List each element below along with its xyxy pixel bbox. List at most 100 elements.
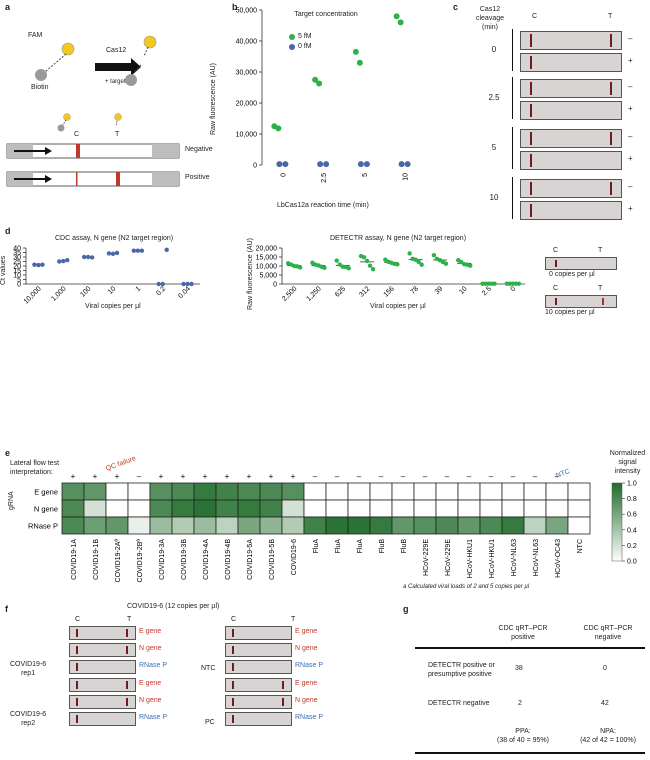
heatmap-col-label: COVID19-3B [181, 539, 188, 580]
lf-sign: – [137, 472, 142, 481]
d1-ytick-label: 0 [17, 282, 21, 289]
control-line [530, 204, 532, 217]
plus-sign: + [628, 204, 633, 213]
d2-point-625 [346, 266, 351, 271]
control-line [76, 681, 78, 689]
plus-sign: + [628, 104, 633, 113]
heatmap-cell [523, 482, 547, 501]
heatmap-cell [259, 499, 283, 518]
d1-point-1 [139, 248, 145, 253]
d2-point-2,500 [297, 265, 303, 270]
control-line [530, 82, 532, 95]
d1-point-1,000 [65, 257, 70, 263]
g-npa: NPA: (42 of 42 = 100%) [580, 728, 636, 744]
panel-label-c: c [453, 2, 459, 12]
control-line [530, 34, 532, 47]
d1-ytick-label: 10 [13, 273, 21, 280]
lf-sign: + [181, 472, 186, 481]
d2-xtick-label: 39 [434, 285, 445, 296]
heatmap-cell [545, 499, 569, 518]
legend-title: Normalized signal intensity [609, 450, 646, 475]
heatmap-row-label: N gene [34, 505, 58, 514]
heatmap-row-label: E gene [34, 488, 58, 497]
lf-sign: + [269, 472, 274, 481]
d1-point-100 [81, 254, 87, 260]
gene-label: RNase P [139, 662, 168, 669]
d2-point-10 [468, 263, 473, 268]
heatmap-cell [347, 482, 371, 501]
f-c-right: C [231, 616, 237, 623]
detectr-title: DETECTR assay, N gene (N2 target region) [330, 235, 467, 242]
test-line [610, 34, 612, 47]
lf-sign: – [423, 472, 428, 481]
heatmap-cell [171, 499, 195, 518]
minus-sign: – [628, 34, 633, 43]
d1-point-0.2 [160, 281, 165, 287]
d1-ytick-label: 20 [13, 264, 21, 271]
d2-ytick-label: 5,000 [259, 273, 277, 280]
b-xtick-label: 2.5 [321, 173, 328, 183]
lf-strip [69, 643, 136, 657]
control-line [232, 715, 234, 723]
heatmap-cell [303, 482, 327, 501]
lf-sign: + [247, 472, 252, 481]
d1-ytick-label: 5 [17, 277, 21, 284]
control-line [530, 154, 532, 167]
heatmap-cell [325, 516, 349, 535]
b-xtick-label: 5 [362, 173, 369, 177]
heatmap-cell [127, 482, 151, 501]
lf-sign: + [225, 472, 230, 481]
e-footnote: a Calculated viral loads of 2 and 5 copi… [403, 584, 530, 590]
b-point-5fM-0 [275, 125, 282, 132]
control-line [232, 629, 234, 637]
heatmap-cell [479, 482, 503, 501]
lf-sign: + [115, 472, 120, 481]
heatmap-cell [237, 499, 261, 518]
f-c-left: C [75, 616, 81, 623]
heatmap-cell [369, 499, 393, 518]
d-strip2-t: T [598, 285, 603, 292]
d2-point-78 [407, 251, 412, 256]
panel-label-d: d [5, 226, 11, 236]
lf-strip [225, 626, 292, 640]
test-line [126, 681, 128, 689]
heatmap-cell [149, 499, 173, 518]
lf-sign: – [511, 472, 516, 481]
heatmap-cell [127, 499, 151, 518]
b-ytick-label: 40,000 [236, 39, 258, 46]
strip-c-label: C [74, 131, 80, 138]
b-ytick-label: 30,000 [236, 70, 258, 77]
heatmap-col-label: HCoV-HKU1 [467, 539, 474, 578]
heatmap-col-label: HCoV-229E [445, 539, 452, 576]
legend-colorbar [611, 482, 623, 562]
control-line [76, 663, 78, 671]
lf-sign: + [93, 472, 98, 481]
d1-point-100 [89, 255, 95, 260]
heatmap-cell [105, 516, 129, 535]
panel-label-g: g [403, 604, 409, 614]
strip-0-copies [545, 257, 617, 270]
heatmap-cell [259, 482, 283, 501]
b-ytick-label: 20,000 [236, 101, 258, 108]
lf-sign: – [335, 472, 340, 481]
d1-point-0.2 [164, 247, 169, 252]
minus-sign: – [628, 82, 633, 91]
heatmap-cell [545, 516, 569, 535]
legend-tick-label: 0.0 [627, 559, 637, 566]
cas12-label: Cas12 [106, 47, 127, 54]
d1-point-1 [135, 248, 141, 253]
cdc-xlabel: Viral copies per µl [85, 303, 141, 310]
d2-point-312 [361, 255, 367, 260]
lf-sign: – [313, 472, 318, 481]
b-point-0fM-10 [398, 161, 405, 168]
b-point-0fM-5 [363, 161, 370, 168]
strip-10-label: 10 copies per µl [545, 309, 595, 316]
d-strip-c: C [553, 247, 559, 254]
cas12-strip [520, 201, 622, 220]
heatmap-cell [259, 516, 283, 535]
gene-label: RNase P [295, 714, 324, 721]
d2-point-78 [416, 259, 421, 265]
heatmap-col-label: HCoV-OC43 [555, 539, 562, 578]
table-bottom-rule [415, 752, 645, 754]
c-col-t: T [608, 13, 613, 20]
